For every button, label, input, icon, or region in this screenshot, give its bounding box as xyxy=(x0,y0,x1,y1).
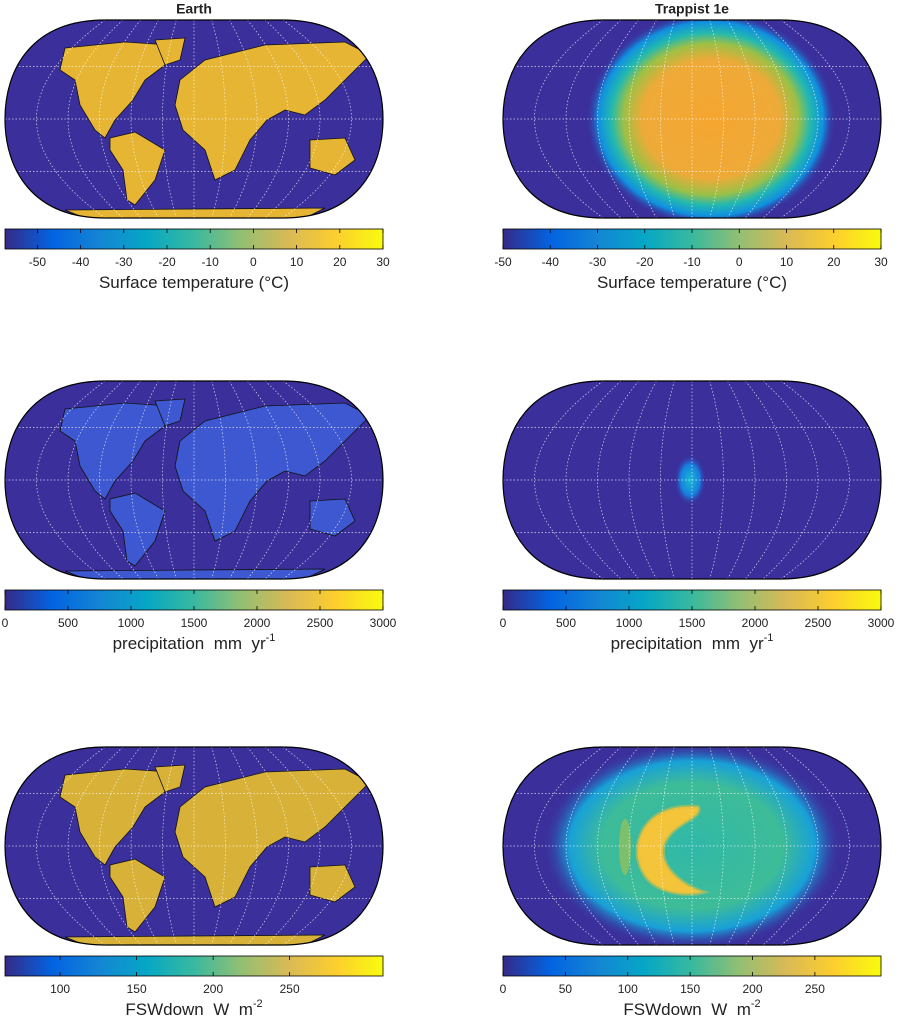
meridian xyxy=(162,20,177,218)
meridian xyxy=(709,381,724,579)
tick-label: -30 xyxy=(589,255,607,269)
colorbar-label: FSWdown W m-2 xyxy=(125,998,262,1020)
colorbar-label: Surface temperature (°C) xyxy=(597,273,787,292)
tick-label: -30 xyxy=(115,255,133,269)
tick-label: 30 xyxy=(874,255,888,269)
tick-label: 200 xyxy=(742,982,762,996)
map-outline xyxy=(4,380,384,580)
meridian xyxy=(762,381,819,579)
tick-label: 250 xyxy=(280,982,300,996)
tick-label: 500 xyxy=(58,616,78,630)
tick-label: 20 xyxy=(333,255,347,269)
map-outline xyxy=(502,746,882,946)
tick-label: 3000 xyxy=(370,616,397,630)
tick-label: -10 xyxy=(202,255,220,269)
map xyxy=(5,747,383,945)
map xyxy=(503,381,881,579)
fsw-band xyxy=(619,819,631,875)
tick-label: 500 xyxy=(556,616,576,630)
meridian xyxy=(264,20,321,218)
label-text: Surface temperature (°C) xyxy=(99,273,289,292)
map xyxy=(503,747,881,945)
tick-label: 20 xyxy=(827,255,841,269)
label-exponent: -2 xyxy=(751,998,761,1010)
tick-label: 2500 xyxy=(307,616,334,630)
meridian xyxy=(264,381,321,579)
tick-label: -10 xyxy=(683,255,701,269)
map-outline xyxy=(4,19,384,219)
tick-label: -50 xyxy=(494,255,512,269)
tick-label: -50 xyxy=(29,255,47,269)
precipitation-field xyxy=(674,454,707,506)
colorbar-label: Surface temperature (°C) xyxy=(99,273,289,292)
meridian xyxy=(709,20,724,218)
tick-label: 1500 xyxy=(181,616,208,630)
colorbar xyxy=(4,228,384,250)
tick-label: 2500 xyxy=(805,616,832,630)
tick-label: 0 xyxy=(500,982,507,996)
label-exponent: -2 xyxy=(253,998,263,1010)
colorbar-label: precipitation mm yr-1 xyxy=(611,632,774,654)
meridian xyxy=(211,20,226,218)
meridian xyxy=(762,747,819,945)
map-outline xyxy=(4,746,384,946)
meridian xyxy=(211,747,226,945)
meridian xyxy=(660,747,675,945)
tick-label: 0 xyxy=(500,616,507,630)
meridian xyxy=(162,381,177,579)
tick-label: 150 xyxy=(127,982,147,996)
map xyxy=(5,381,383,579)
tick-label: 1000 xyxy=(616,616,643,630)
tick-label: 1000 xyxy=(118,616,145,630)
meridian xyxy=(211,381,226,579)
tick-label: 10 xyxy=(780,255,794,269)
panel-title: Trappist 1e xyxy=(655,1,729,17)
tick-label: 30 xyxy=(376,255,390,269)
tick-label: 100 xyxy=(50,982,70,996)
map-outline xyxy=(502,380,882,580)
tick-label: 3000 xyxy=(868,616,895,630)
tick-label: 0 xyxy=(2,616,9,630)
label-text: precipitation mm yr xyxy=(611,634,764,653)
panel-title: Earth xyxy=(176,1,212,17)
tick-label: 100 xyxy=(618,982,638,996)
colorbar-label: precipitation mm yr-1 xyxy=(113,632,276,654)
colorbar-label: FSWdown W m-2 xyxy=(623,998,760,1020)
tick-label: -40 xyxy=(542,255,560,269)
label-text: precipitation mm yr xyxy=(113,634,266,653)
tick-label: 250 xyxy=(805,982,825,996)
map-outline xyxy=(502,19,882,219)
tick-label: 50 xyxy=(559,982,573,996)
label-text: Surface temperature (°C) xyxy=(597,273,787,292)
meridian xyxy=(264,747,321,945)
tick-label: 150 xyxy=(680,982,700,996)
tick-label: 0 xyxy=(250,255,257,269)
meridian xyxy=(709,747,724,945)
label-exponent: -1 xyxy=(266,632,276,644)
tick-label: 2000 xyxy=(742,616,769,630)
meridian xyxy=(660,20,675,218)
meridian xyxy=(660,381,675,579)
tick-label: -40 xyxy=(72,255,90,269)
tick-label: 1500 xyxy=(679,616,706,630)
meridian xyxy=(162,747,177,945)
tick-label: 0 xyxy=(736,255,743,269)
meridian xyxy=(762,20,819,218)
colorbar xyxy=(4,955,384,977)
tick-label: -20 xyxy=(636,255,654,269)
tick-label: 10 xyxy=(290,255,304,269)
tick-label: -20 xyxy=(158,255,176,269)
map xyxy=(503,20,881,218)
label-text: FSWdown W m xyxy=(125,1000,253,1019)
tick-label: 200 xyxy=(203,982,223,996)
fsw-crescent xyxy=(635,804,711,896)
tick-label: 2000 xyxy=(244,616,271,630)
map xyxy=(5,20,383,218)
colorbar xyxy=(502,955,882,977)
label-text: FSWdown W m xyxy=(623,1000,751,1019)
label-exponent: -1 xyxy=(764,632,774,644)
